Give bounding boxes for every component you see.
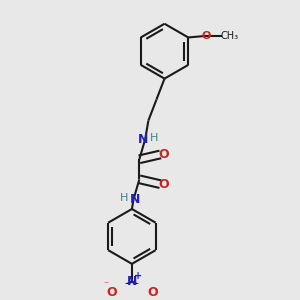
Text: N: N	[127, 275, 137, 288]
Text: H: H	[120, 194, 129, 203]
Text: O: O	[106, 286, 117, 299]
Text: N: N	[130, 193, 140, 206]
Text: +: +	[134, 271, 142, 281]
Text: ⁻: ⁻	[103, 280, 109, 290]
Text: O: O	[147, 286, 158, 299]
Text: O: O	[158, 148, 169, 161]
Text: CH₃: CH₃	[220, 31, 239, 41]
Text: H: H	[150, 133, 158, 143]
Text: O: O	[201, 31, 211, 41]
Text: N: N	[138, 133, 149, 146]
Text: O: O	[158, 178, 169, 191]
